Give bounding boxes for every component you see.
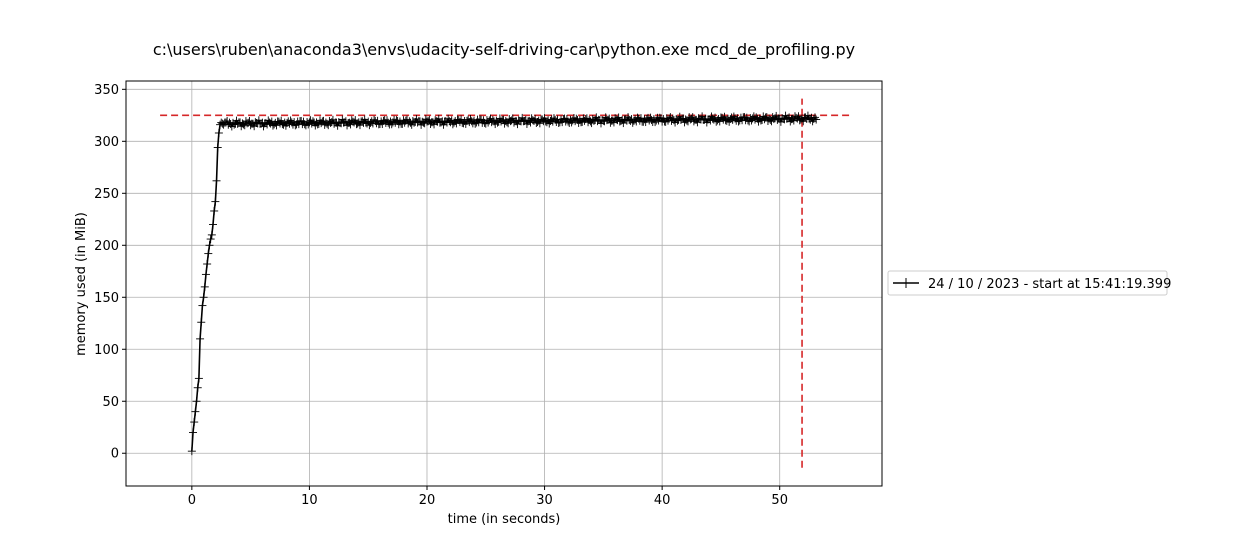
data-point bbox=[214, 128, 223, 137]
data-point bbox=[212, 176, 221, 185]
x-tick-label: 30 bbox=[536, 493, 553, 508]
data-point bbox=[230, 120, 239, 129]
data-point bbox=[812, 115, 821, 124]
data-point bbox=[313, 120, 322, 129]
data-point bbox=[729, 112, 738, 121]
data-point bbox=[206, 235, 215, 244]
data-point bbox=[192, 397, 201, 406]
data-point bbox=[488, 115, 497, 124]
data-point bbox=[304, 120, 313, 129]
data-point bbox=[196, 334, 205, 343]
y-tick-label: 250 bbox=[94, 187, 119, 202]
x-tick-label: 0 bbox=[188, 493, 196, 508]
data-point bbox=[191, 407, 200, 416]
data-point bbox=[198, 301, 207, 310]
data-point bbox=[277, 116, 286, 125]
grid-lines bbox=[126, 81, 882, 486]
data-point bbox=[211, 197, 220, 206]
data-point bbox=[197, 318, 206, 327]
data-point bbox=[308, 117, 317, 126]
data-point bbox=[213, 143, 222, 152]
x-tick-label: 20 bbox=[419, 493, 436, 508]
y-tick-label: 100 bbox=[94, 343, 119, 358]
x-axis-label: time (in seconds) bbox=[448, 512, 561, 527]
data-point bbox=[286, 116, 295, 125]
data-point bbox=[207, 230, 216, 239]
data-point bbox=[756, 116, 765, 125]
data-point bbox=[190, 418, 199, 427]
y-tick-label: 0 bbox=[111, 447, 119, 462]
data-point bbox=[187, 447, 196, 456]
data-point bbox=[540, 114, 549, 123]
data-point bbox=[673, 116, 682, 125]
data-point bbox=[651, 118, 660, 127]
legend-series-label: 24 / 10 / 2023 - start at 15:41:19.399 bbox=[928, 277, 1171, 292]
data-point bbox=[810, 113, 819, 122]
axis-ticks: 0 10 20 30 40 50 0 50 100 150 200 250 300 350 bbox=[94, 83, 788, 508]
data-point bbox=[641, 118, 650, 127]
data-point bbox=[471, 119, 480, 128]
x-tick-label: 50 bbox=[771, 493, 788, 508]
data-point bbox=[193, 383, 202, 392]
data-point bbox=[392, 116, 401, 125]
data-point bbox=[493, 118, 502, 127]
data-point bbox=[567, 118, 576, 127]
data-point bbox=[752, 113, 761, 122]
y-tick-label: 350 bbox=[94, 83, 119, 98]
data-point bbox=[720, 112, 729, 121]
data-point bbox=[209, 220, 218, 229]
data-point bbox=[210, 206, 219, 215]
data-point bbox=[387, 120, 396, 129]
data-point bbox=[747, 116, 756, 125]
data-point bbox=[201, 270, 210, 279]
y-tick-label: 300 bbox=[94, 135, 119, 150]
data-point bbox=[466, 115, 475, 124]
legend-frame bbox=[887, 270, 1168, 296]
y-tick-label: 50 bbox=[102, 395, 119, 410]
plot-frame bbox=[125, 80, 883, 487]
x-tick-label: 40 bbox=[654, 493, 671, 508]
x-tick-label: 10 bbox=[301, 493, 318, 508]
y-axis-label: memory used (in MiB) bbox=[74, 212, 89, 356]
data-point bbox=[200, 282, 209, 291]
data-point bbox=[204, 249, 213, 258]
series-layer bbox=[187, 111, 821, 456]
data-point bbox=[189, 428, 198, 437]
y-tick-label: 150 bbox=[94, 291, 119, 306]
chart-title: c:\users\ruben\anaconda3\envs\udacity-se… bbox=[153, 40, 855, 60]
data-point bbox=[199, 293, 208, 302]
data-point bbox=[572, 114, 581, 123]
data-point bbox=[194, 374, 203, 383]
y-tick-label: 200 bbox=[94, 239, 119, 254]
data-point bbox=[203, 260, 212, 269]
data-point bbox=[205, 241, 214, 250]
legend: 24 / 10 / 2023 - start at 15:41:19.399 bbox=[887, 270, 1171, 296]
